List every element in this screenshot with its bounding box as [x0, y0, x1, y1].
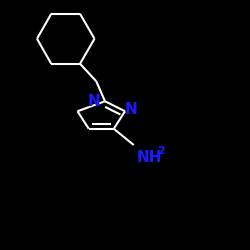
Text: N: N — [124, 102, 137, 118]
Text: N: N — [88, 94, 100, 109]
Text: NH: NH — [136, 150, 162, 165]
Text: 2: 2 — [158, 146, 165, 156]
